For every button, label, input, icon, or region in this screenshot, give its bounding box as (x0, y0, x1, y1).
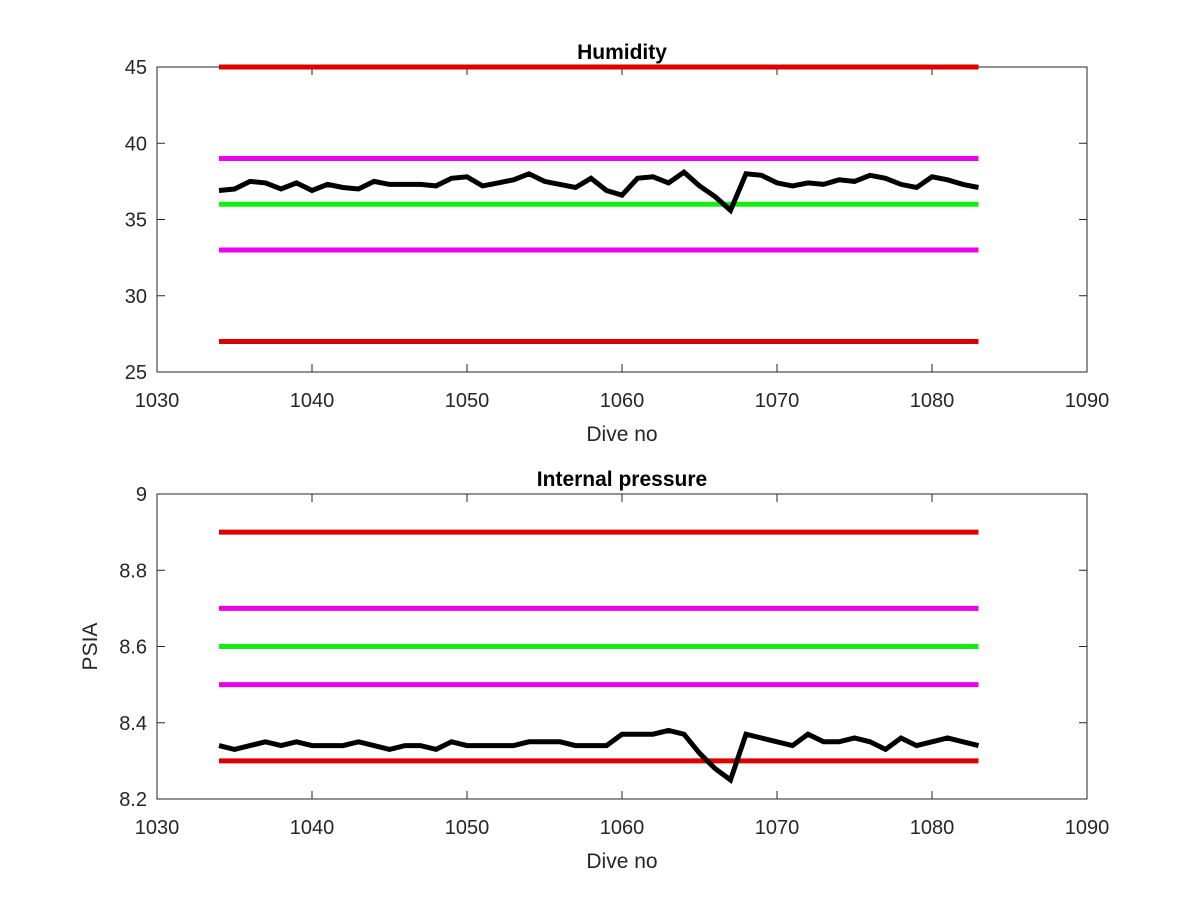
y-tick-label: 8.6 (119, 637, 147, 659)
x-tick-label: 1070 (755, 390, 800, 412)
x-tick-label: 1080 (910, 390, 955, 412)
axes-frame (156, 66, 1088, 373)
x-tick-label: 1080 (910, 817, 955, 839)
y-tick-label: 9 (136, 484, 147, 506)
y-tick-label: 45 (125, 57, 147, 79)
chart-title: Humidity (577, 41, 667, 64)
y-tick-label: 40 (125, 133, 147, 155)
x-tick-label: 1060 (600, 390, 645, 412)
x-tick-label: 1030 (135, 390, 180, 412)
x-tick-label: 1030 (135, 817, 180, 839)
x-tick-label: 1040 (290, 390, 335, 412)
data-series-line (218, 727, 980, 784)
x-tick-label: 1050 (445, 390, 490, 412)
x-tick-label: 1040 (290, 817, 335, 839)
y-axis-label: PSIA (79, 623, 102, 671)
y-tick-label: 8.8 (119, 560, 147, 582)
data-series-line (218, 169, 979, 215)
x-tick-label: 1070 (755, 817, 800, 839)
x-axis-label: Dive no (586, 423, 657, 446)
y-tick-label: 30 (125, 286, 147, 308)
y-tick-label: 8.4 (119, 713, 147, 735)
humidity-panel: 1030 1040 1050 1060 1070 1080 1090 25 30 35 40 45 Hu… (125, 41, 1110, 446)
chart-title: Internal pressure (537, 468, 707, 491)
y-tick-label: 35 (125, 210, 147, 232)
x-tick-label: 1060 (600, 817, 645, 839)
x-tick-label: 1090 (1065, 817, 1110, 839)
internal-pressure-panel: 1030 1040 1050 1060 1070 1080 1090 8.2 8.4 8.6 8.8… (79, 468, 1109, 873)
x-tick-label: 1090 (1065, 390, 1110, 412)
y-tick-label: 25 (125, 362, 147, 384)
x-axis-label: Dive no (586, 850, 657, 873)
y-tick-label: 8.2 (119, 789, 147, 811)
x-tick-label: 1050 (445, 817, 490, 839)
